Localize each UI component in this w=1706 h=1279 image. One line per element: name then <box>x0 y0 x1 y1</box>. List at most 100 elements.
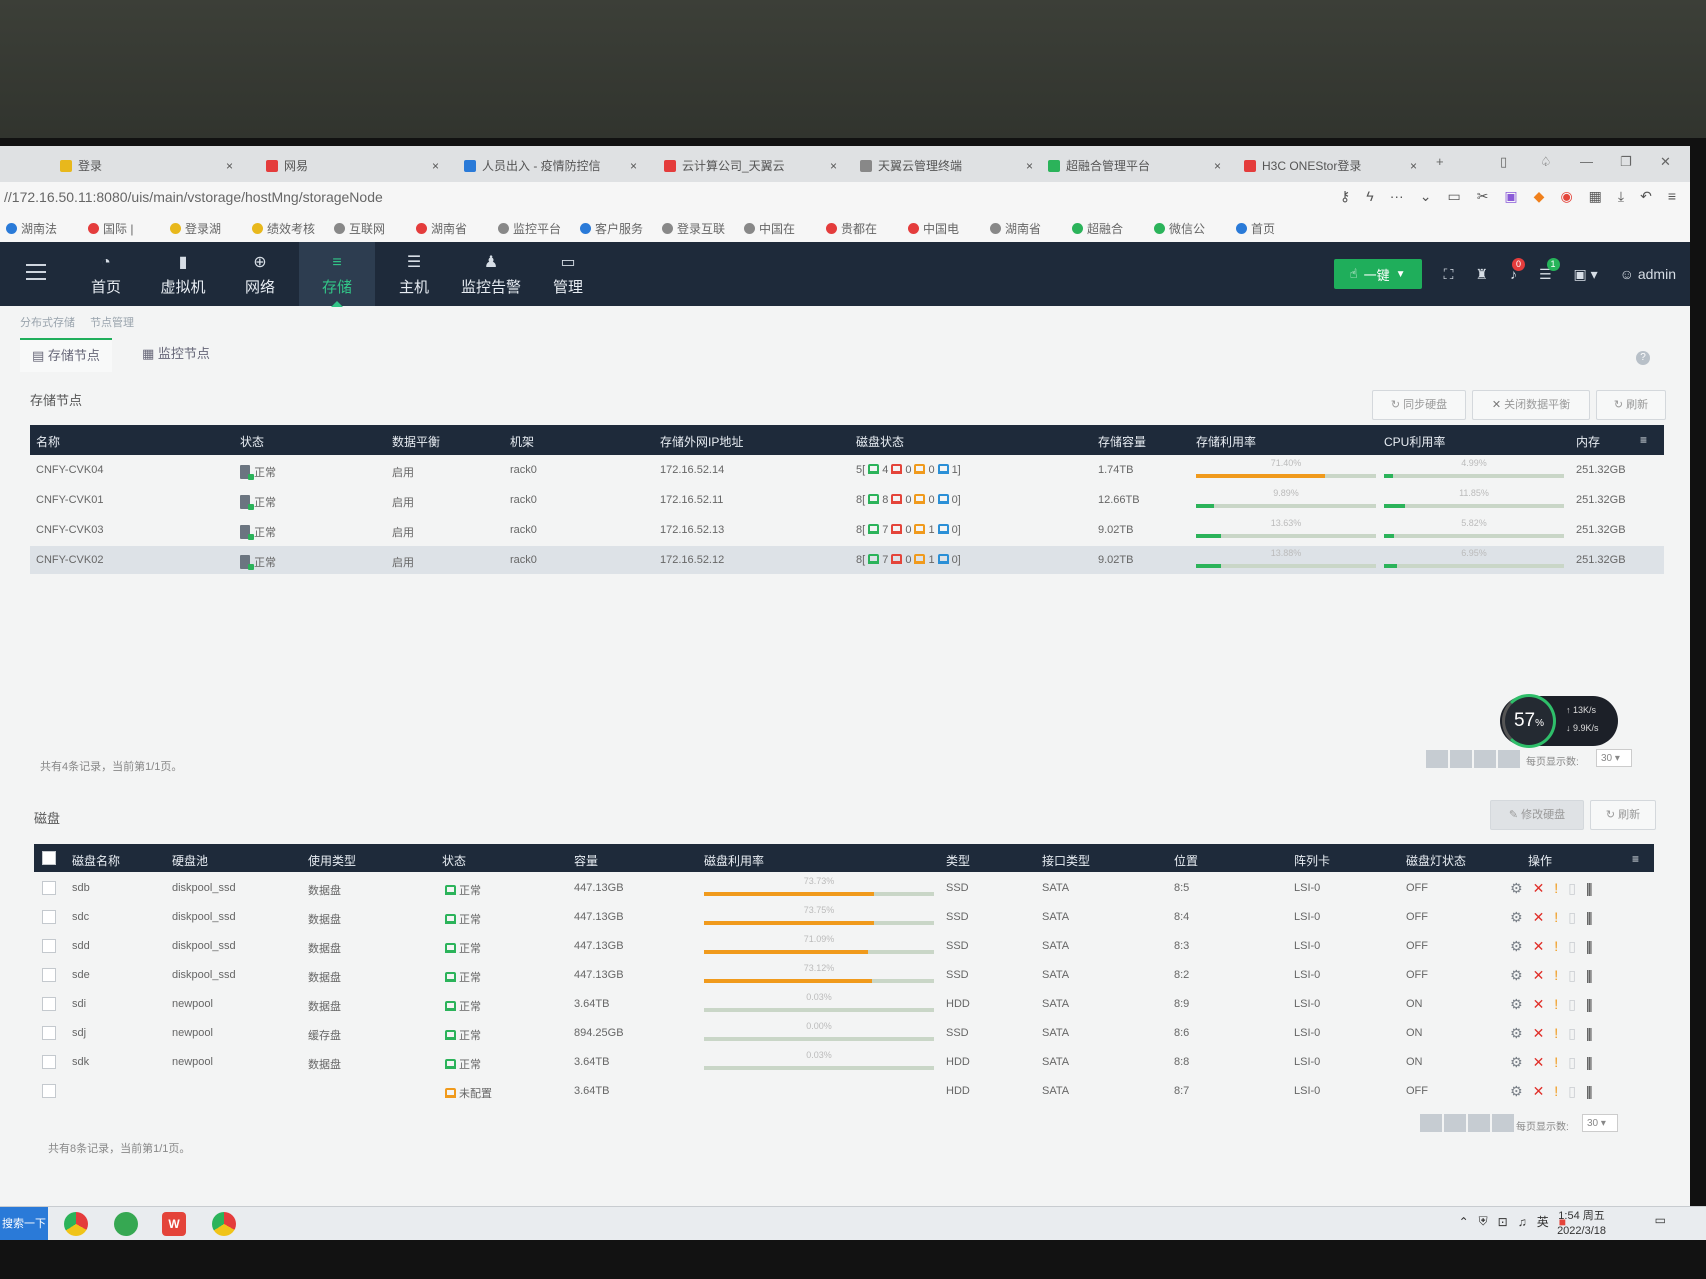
tab-close-icon[interactable]: × <box>830 159 838 173</box>
one-click-button[interactable]: ☝ 一键 ▼ <box>1333 259 1422 289</box>
row-checkbox[interactable] <box>42 881 56 898</box>
bookmark-item[interactable]: 监控平台 <box>498 220 561 237</box>
bookmark-item[interactable]: 中国在 <box>744 220 795 237</box>
trash-icon[interactable]: ▯ <box>1568 967 1576 983</box>
window-icon[interactable]: ▣ ▾ <box>1573 265 1598 282</box>
table-row[interactable]: sdj newpool 缓存盘 894.25GB SSD SATA 8:6 LSI-0 ON 正常… <box>34 1019 1654 1047</box>
task-list-button[interactable]: ☰ 1 <box>1539 257 1560 283</box>
locate-light-icon[interactable]: ! <box>1554 1054 1559 1070</box>
gear-icon[interactable]: ⚙ <box>1510 880 1523 896</box>
bookmark-item[interactable]: 湖南法 <box>6 220 57 237</box>
next-page-button[interactable] <box>1468 1114 1490 1132</box>
shirt-icon[interactable]: ♤ <box>1540 154 1552 169</box>
tab-close-icon[interactable]: × <box>226 159 234 173</box>
bars-icon[interactable]: ||| <box>1585 1054 1593 1070</box>
gear-icon[interactable]: ⚙ <box>1510 967 1523 983</box>
chevron-up-icon[interactable]: ⌃ <box>1458 1214 1469 1229</box>
col-header[interactable]: 容量 <box>574 854 599 868</box>
first-page-button[interactable] <box>1420 1114 1442 1132</box>
row-checkbox[interactable] <box>42 1055 56 1072</box>
row-checkbox[interactable] <box>42 910 56 927</box>
col-header[interactable]: 硬盘池 <box>172 854 209 868</box>
trash-icon[interactable]: ▯ <box>1568 880 1576 896</box>
menu-icon[interactable]: ≡ <box>1667 188 1676 204</box>
col-header[interactable]: 使用类型 <box>308 854 357 868</box>
table-row[interactable]: sdd diskpool_ssd 数据盘 447.13GB SSD SATA 8:3 LSI-… <box>34 932 1654 960</box>
taskbar-search[interactable]: 搜索一下 <box>0 1207 48 1241</box>
download-icon[interactable]: ⤓ <box>1617 188 1625 204</box>
nav-item-storage[interactable]: ≡ 存储 <box>299 242 375 307</box>
nav-item-monitor[interactable]: ▭ 管理 <box>530 242 606 306</box>
game-icon[interactable]: ◉ <box>1560 188 1573 204</box>
restore-button[interactable]: ❐ <box>1620 154 1632 169</box>
delete-icon[interactable]: ✕ <box>1532 909 1545 925</box>
browser-tab[interactable]: 云计算公司_天翼云 <box>660 152 785 180</box>
column-settings-icon[interactable]: ≡ <box>1632 852 1640 866</box>
user-menu[interactable]: ☺ admin <box>1620 266 1676 282</box>
row-checkbox[interactable] <box>42 997 56 1014</box>
browser-tab[interactable]: H3C ONEStor登录 <box>1240 152 1361 180</box>
help-icon[interactable]: ? <box>1636 351 1650 365</box>
page-size-select[interactable]: 30 ▾ <box>1582 1114 1618 1132</box>
bookmark-item[interactable]: 互联网 <box>334 220 385 237</box>
wps-app-icon[interactable]: W <box>162 1212 186 1236</box>
last-page-button[interactable] <box>1492 1114 1514 1132</box>
close-balance-button[interactable]: ✕ 关闭数据平衡 <box>1472 390 1590 420</box>
key-icon[interactable]: ⚷ <box>1340 188 1351 204</box>
col-header[interactable]: 磁盘状态 <box>856 435 905 449</box>
nav-item-dashboard[interactable]: ◔ 首页 <box>68 242 144 306</box>
undo-icon[interactable]: ↶ <box>1640 188 1652 204</box>
bookmark-item[interactable]: 贵都在 <box>826 220 877 237</box>
cut-icon[interactable]: ✂ <box>1476 188 1489 204</box>
antivirus-icon[interactable]: ■ <box>1558 1214 1566 1229</box>
row-checkbox[interactable] <box>42 968 56 985</box>
table-row[interactable]: CNFY-CVK04 启用 rack0 172.16.52.14 1.74TB 251.3… <box>30 456 1664 484</box>
chevron-down-icon[interactable]: ⌄ <box>1419 188 1432 204</box>
col-header[interactable]: 磁盘利用率 <box>704 854 765 868</box>
notification-center-icon[interactable]: ▭ <box>1654 1213 1666 1227</box>
col-header[interactable]: 磁盘灯状态 <box>1406 854 1467 868</box>
locate-light-icon[interactable]: ! <box>1554 1083 1559 1099</box>
bookmark-item[interactable]: 登录湖 <box>170 220 221 237</box>
new-tab-button[interactable]: + <box>1436 154 1444 169</box>
alert-bell-button[interactable]: ♪ 0 <box>1510 258 1525 282</box>
screenshot-icon[interactable]: ▭ <box>1447 188 1461 204</box>
bookmark-item[interactable]: 微信公 <box>1154 220 1205 237</box>
browser-tab[interactable]: 天翼云管理终端 <box>856 152 962 180</box>
minimize-button[interactable]: — <box>1580 154 1593 169</box>
delete-icon[interactable]: ✕ <box>1532 967 1545 983</box>
trash-icon[interactable]: ▯ <box>1568 1054 1576 1070</box>
chrome-app-icon[interactable] <box>64 1212 88 1236</box>
col-header[interactable]: 数据平衡 <box>392 435 441 449</box>
bars-icon[interactable]: ||| <box>1585 967 1593 983</box>
shirt-theme-icon[interactable]: ♜ <box>1475 265 1488 282</box>
col-header[interactable]: 存储外网IP地址 <box>660 435 744 449</box>
tab-close-icon[interactable]: × <box>1410 159 1418 173</box>
clock[interactable]: 1:54 周五 2022/3/18 <box>1557 1209 1606 1239</box>
table-row[interactable]: sdk newpool 数据盘 3.64TB HDD SATA 8:8 LSI-0 ON 正常 0.… <box>34 1048 1654 1076</box>
bars-icon[interactable]: ||| <box>1585 1083 1593 1099</box>
bookmark-item[interactable]: 中国电 <box>908 220 959 237</box>
row-checkbox[interactable] <box>42 939 56 956</box>
refresh-disks-button[interactable]: ↻ 刷新 <box>1590 800 1656 830</box>
chrome-app-icon[interactable] <box>212 1212 236 1236</box>
bars-icon[interactable]: ||| <box>1585 996 1593 1012</box>
select-all-checkbox[interactable] <box>42 851 56 868</box>
browser-tab[interactable]: 超融合管理平台 <box>1044 152 1150 180</box>
delete-icon[interactable]: ✕ <box>1532 1083 1545 1099</box>
prev-page-button[interactable] <box>1450 750 1472 768</box>
gear-icon[interactable]: ⚙ <box>1510 938 1523 954</box>
col-header[interactable]: 状态 <box>240 435 265 449</box>
locate-light-icon[interactable]: ! <box>1554 909 1559 925</box>
bars-icon[interactable]: ||| <box>1585 938 1593 954</box>
next-page-button[interactable] <box>1474 750 1496 768</box>
nav-item-globe[interactable]: ⊕ 网络 <box>222 242 298 306</box>
close-window-button[interactable]: ✕ <box>1660 154 1671 169</box>
tab-monitor-nodes[interactable]: ▦ 监控节点 <box>142 338 210 370</box>
edit-disk-button[interactable]: ✎ 修改硬盘 <box>1490 800 1584 830</box>
first-page-button[interactable] <box>1426 750 1448 768</box>
trash-icon[interactable]: ▯ <box>1568 996 1576 1012</box>
table-row[interactable]: sdc diskpool_ssd 数据盘 447.13GB SSD SATA 8:4 LSI-… <box>34 903 1654 931</box>
locate-light-icon[interactable]: ! <box>1554 880 1559 896</box>
volume-icon[interactable]: ♫ <box>1517 1214 1527 1229</box>
